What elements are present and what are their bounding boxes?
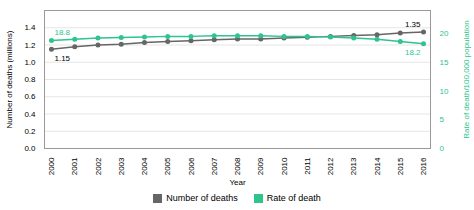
svg-text:5: 5 <box>440 115 445 124</box>
svg-text:2008: 2008 <box>233 157 242 175</box>
svg-text:15: 15 <box>440 58 449 67</box>
svg-text:2013: 2013 <box>349 157 358 175</box>
svg-text:2014: 2014 <box>373 157 382 175</box>
svg-text:Rate of death/100,000 populati: Rate of death/100,000 population <box>462 20 471 138</box>
svg-text:20: 20 <box>440 29 449 38</box>
svg-text:1.15: 1.15 <box>54 54 70 63</box>
svg-text:18.8: 18.8 <box>54 28 70 37</box>
svg-text:0.8: 0.8 <box>24 75 36 84</box>
svg-text:0.0: 0.0 <box>24 144 36 153</box>
svg-text:2012: 2012 <box>326 157 335 175</box>
svg-text:Number of deaths (millions): Number of deaths (millions) <box>5 30 14 128</box>
svg-text:0.4: 0.4 <box>24 110 36 119</box>
svg-text:2004: 2004 <box>140 157 149 175</box>
svg-text:10: 10 <box>440 87 449 96</box>
svg-text:2003: 2003 <box>117 157 126 175</box>
svg-text:1.0: 1.0 <box>24 58 36 67</box>
svg-text:0.2: 0.2 <box>24 127 36 136</box>
svg-text:2011: 2011 <box>303 157 312 175</box>
svg-text:1.4: 1.4 <box>24 23 36 32</box>
svg-text:1.35: 1.35 <box>405 20 421 29</box>
svg-text:2007: 2007 <box>210 157 219 175</box>
svg-text:0: 0 <box>440 144 445 153</box>
svg-text:2016: 2016 <box>419 157 428 175</box>
svg-text:2010: 2010 <box>280 157 289 175</box>
svg-text:2002: 2002 <box>94 157 103 175</box>
html-text:Rate of death: Rate of death <box>266 193 321 203</box>
svg-text:2009: 2009 <box>256 157 265 175</box>
svg-text:2001: 2001 <box>70 157 79 175</box>
svg-text:18.2: 18.2 <box>405 48 421 57</box>
svg-text:0.6: 0.6 <box>24 92 36 101</box>
svg-text:2006: 2006 <box>187 157 196 175</box>
svg-text:2005: 2005 <box>163 157 172 175</box>
html-text:Number of deaths: Number of deaths <box>166 193 238 203</box>
svg-text:2015: 2015 <box>396 157 405 175</box>
svg-text:2000: 2000 <box>47 157 56 175</box>
svg-text:Year: Year <box>229 178 246 187</box>
svg-text:1.2: 1.2 <box>24 41 36 50</box>
